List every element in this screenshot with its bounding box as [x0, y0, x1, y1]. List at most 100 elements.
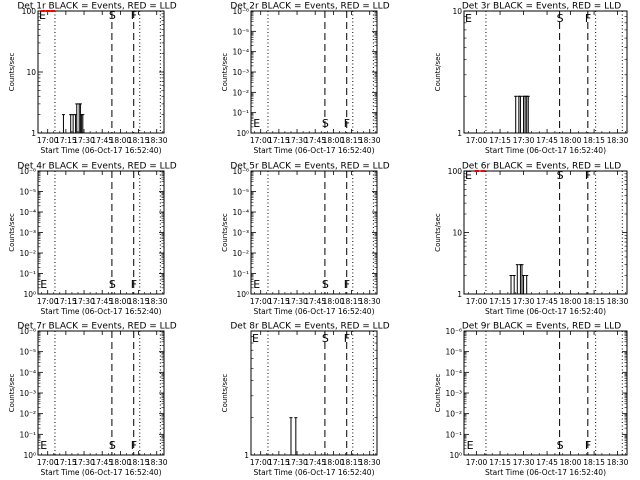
- x-tick-label: 18:15: [583, 458, 605, 467]
- marker-s-label: S: [557, 169, 564, 182]
- x-tick-label: 18:15: [341, 136, 363, 145]
- y-tick-label: 10⁻¹: [445, 430, 462, 439]
- x-tick-label: 17:00: [250, 297, 272, 306]
- chart-title: Det 1r BLACK = Events, RED = LLD: [17, 2, 176, 12]
- plot-frame: [463, 330, 628, 456]
- x-tick-label: 18:15: [128, 136, 150, 145]
- x-tick-label: 17:45: [304, 297, 326, 306]
- marker-f-label: F: [344, 117, 350, 130]
- panel-det-2: Det 2r BLACK = Events, RED = LLD 17:0017:…: [221, 2, 390, 156]
- panel-det-1: Det 1r BLACK = Events, RED = LLD17:0017:…: [8, 2, 177, 156]
- chart-title: Det 2r BLACK = Events, RED = LLD: [230, 2, 389, 12]
- y-axis-label: Counts/sec: [434, 374, 442, 413]
- y-tick-label: 10⁻³: [445, 389, 462, 398]
- x-tick-label: 17:00: [466, 297, 488, 306]
- marker-e-label: E: [465, 169, 472, 182]
- y-axis-label: Counts/sec: [8, 374, 16, 413]
- y-tick-label: 10⁻⁶: [232, 7, 249, 16]
- y-tick-label: 10⁻¹: [232, 270, 249, 279]
- x-tick-label: 17:00: [250, 458, 272, 467]
- y-tick-label: 10⁻⁶: [445, 327, 462, 336]
- marker-e-label: E: [252, 332, 259, 345]
- x-tick-label: 17:30: [286, 297, 308, 306]
- x-tick-label: 17:30: [73, 458, 95, 467]
- x-tick-label: 17:45: [536, 136, 558, 145]
- y-axis-label: Counts/sec: [221, 53, 229, 92]
- marker-e-label: E: [40, 278, 47, 291]
- x-tick-label: 17:00: [37, 297, 59, 306]
- x-tick-label: 17:00: [250, 136, 272, 145]
- x-tick-label: 18:15: [128, 297, 150, 306]
- y-axis-label: Counts/sec: [221, 213, 229, 252]
- y-tick-label: 10⁻⁴: [19, 208, 36, 217]
- y-tick-label: 10⁻⁴: [232, 48, 249, 57]
- y-axis-label: Counts/sec: [8, 213, 16, 252]
- marker-e-label: E: [465, 12, 472, 25]
- x-tick-label: 18:15: [583, 297, 605, 306]
- y-tick-label: 10⁻¹: [19, 270, 36, 279]
- panel-det-4: Det 4r BLACK = Events, RED = LLD17:0017:…: [8, 162, 177, 317]
- x-tick-label: 17:30: [513, 297, 535, 306]
- plot-frame: [37, 330, 165, 456]
- y-tick-label: 10⁻⁵: [232, 27, 249, 36]
- y-tick-label: 10⁻⁵: [19, 348, 36, 357]
- y-tick-label: 10⁰: [236, 290, 249, 299]
- x-axis-label: Start Time (06-Oct-17 16:52:40): [40, 307, 161, 316]
- y-tick-label: 100: [448, 167, 463, 176]
- x-tick-label: 17:15: [489, 458, 511, 467]
- x-tick-label: 17:15: [55, 297, 77, 306]
- x-tick-label: 17:15: [55, 136, 77, 145]
- y-tick-label: 1: [457, 290, 462, 299]
- marker-e-label: E: [39, 9, 46, 22]
- chart-title: Det 6r BLACK = Events, RED = LLD: [462, 162, 621, 172]
- plot-frame: [463, 10, 628, 134]
- x-axis-label: Start Time (06-Oct-17 16:52:40): [40, 468, 161, 477]
- x-tick-label: 18:00: [110, 458, 132, 467]
- marker-f-label: F: [585, 12, 591, 25]
- x-tick-label: 17:00: [37, 136, 59, 145]
- x-tick-label: 17:45: [91, 136, 113, 145]
- y-tick-label: 10⁰: [23, 451, 36, 460]
- x-tick-label: 17:30: [73, 136, 95, 145]
- x-tick-label: 18:30: [607, 458, 629, 467]
- x-tick-label: 18:00: [110, 297, 132, 306]
- x-tick-label: 18:30: [146, 297, 168, 306]
- x-axis-label: Start Time (06-Oct-17 16:52:40): [485, 146, 606, 155]
- marker-s-label: S: [109, 9, 116, 22]
- x-tick-label: 17:15: [489, 297, 511, 306]
- x-tick-label: 18:15: [128, 458, 150, 467]
- x-tick-label: 17:45: [304, 458, 326, 467]
- marker-s-label: S: [322, 332, 329, 345]
- y-axis-label: Counts/sec: [434, 53, 442, 92]
- chart-title: Det 8r BLACK = Events, RED = LLD: [230, 322, 389, 332]
- y-tick-label: 10⁰: [23, 290, 36, 299]
- plot-frame: [250, 330, 378, 456]
- lld-segment: [50, 10, 56, 12]
- plot-frame: [37, 10, 165, 134]
- x-tick-label: 17:15: [268, 136, 290, 145]
- x-tick-label: 17:00: [466, 136, 488, 145]
- marker-s-label: S: [109, 439, 116, 452]
- marker-e-label: E: [40, 439, 47, 452]
- y-tick-label: 10⁻³: [19, 389, 36, 398]
- y-tick-label: 10⁻²: [19, 249, 36, 258]
- y-axis-label: Counts/sec: [434, 213, 442, 252]
- panel-det-8: Det 8r BLACK = Events, RED = LLD 17:00 17:…: [221, 322, 390, 478]
- x-axis-label: Start Time (06-Oct-17 16:52:40): [253, 468, 374, 477]
- x-tick-label: 17:30: [513, 136, 535, 145]
- lld-segment: [480, 170, 486, 172]
- lld-segment: [40, 10, 46, 12]
- x-axis-label: Start Time (06-Oct-17 16:52:40): [40, 146, 161, 155]
- lld-segment: [45, 10, 51, 12]
- y-tick-label: 1: [457, 129, 462, 138]
- marker-s-label: S: [557, 439, 564, 452]
- x-tick-label: 18:30: [359, 136, 381, 145]
- y-tick-label: 10⁻³: [232, 68, 249, 77]
- y-tick-label: 10⁻⁵: [445, 348, 462, 357]
- marker-f-label: F: [344, 278, 350, 291]
- marker-e-label: E: [467, 439, 474, 452]
- x-tick-label: 18:00: [560, 297, 582, 306]
- y-tick-label: 10⁻³: [232, 229, 249, 238]
